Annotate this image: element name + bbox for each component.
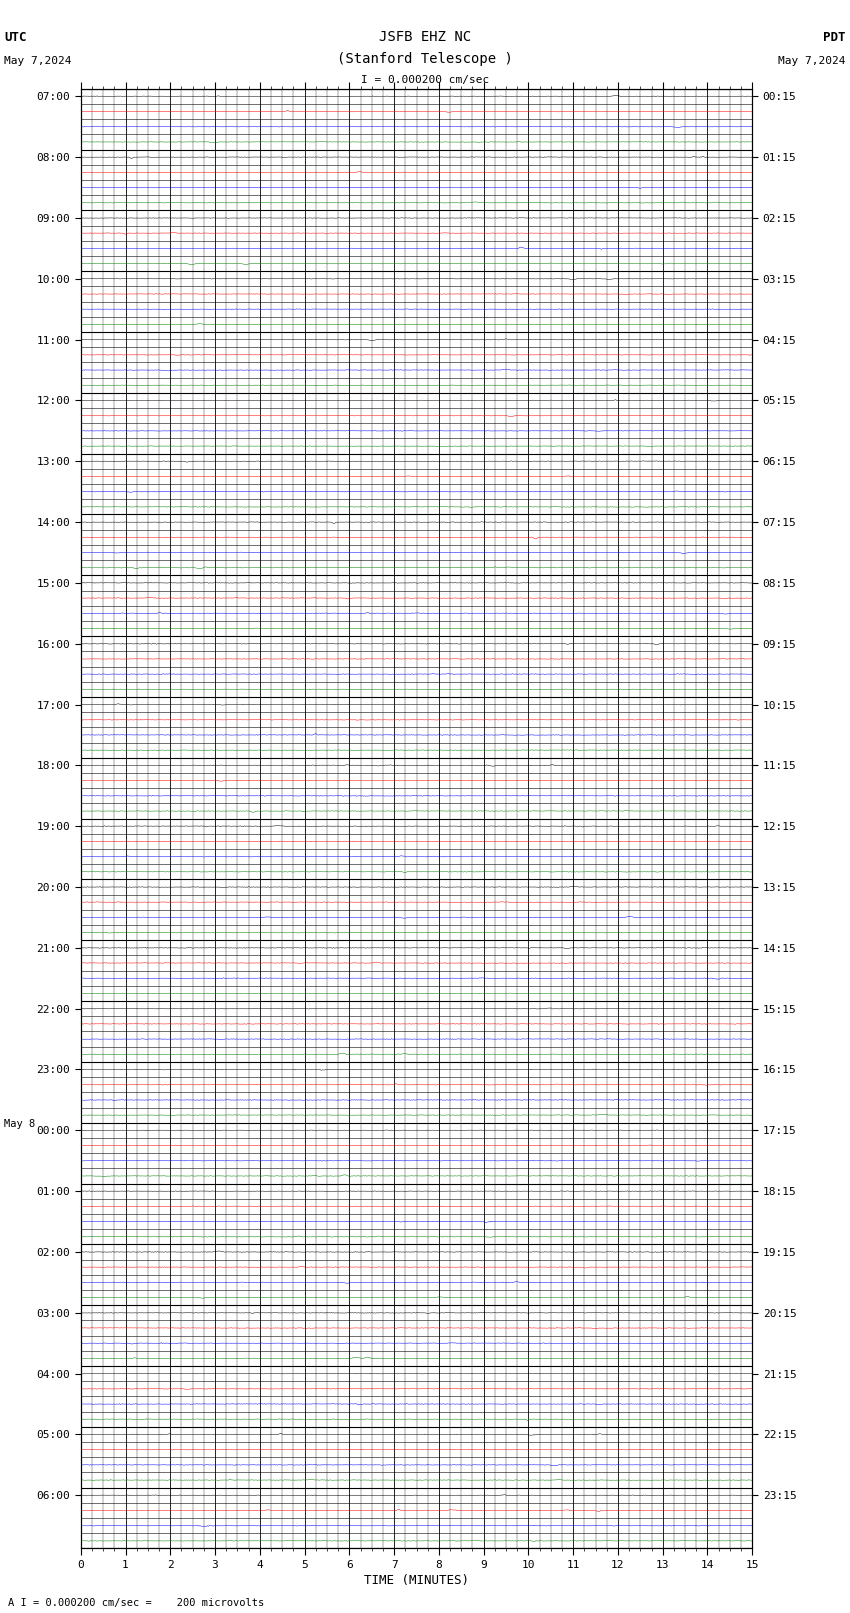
Text: PDT: PDT bbox=[824, 31, 846, 44]
Text: (Stanford Telescope ): (Stanford Telescope ) bbox=[337, 52, 513, 66]
Text: May 7,2024: May 7,2024 bbox=[4, 56, 71, 66]
Text: May 7,2024: May 7,2024 bbox=[779, 56, 846, 66]
Text: A I = 0.000200 cm/sec =    200 microvolts: A I = 0.000200 cm/sec = 200 microvolts bbox=[8, 1598, 264, 1608]
Text: May 8: May 8 bbox=[4, 1119, 36, 1129]
Text: I = 0.000200 cm/sec: I = 0.000200 cm/sec bbox=[361, 76, 489, 85]
X-axis label: TIME (MINUTES): TIME (MINUTES) bbox=[364, 1574, 469, 1587]
Text: JSFB EHZ NC: JSFB EHZ NC bbox=[379, 29, 471, 44]
Text: UTC: UTC bbox=[4, 31, 26, 44]
